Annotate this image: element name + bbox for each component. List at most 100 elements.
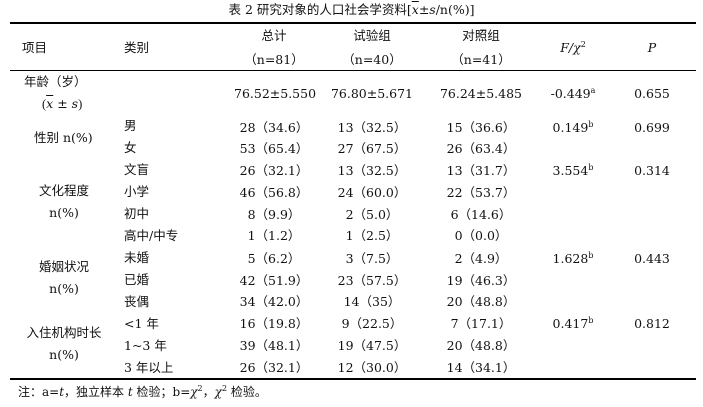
marriage-label-line1: 婚姻状况 <box>38 259 89 274</box>
junior-test: 2（5.0） <box>345 207 399 222</box>
caption-mean-symbol: x <box>411 2 419 17</box>
education-label-line2: n(%) <box>49 205 79 220</box>
married-category: 已婚 <box>124 272 150 287</box>
lt1-total: 16（19.8） <box>239 316 309 331</box>
sex-label: 性别 n(%) <box>34 130 93 145</box>
primary-category: 小学 <box>124 184 150 199</box>
unmarried-control: 2（4.9） <box>454 251 508 266</box>
marriage-p: 0.443 <box>634 251 670 266</box>
header-total: 总计 <box>261 28 287 43</box>
header-control-n: （n=41） <box>451 52 511 67</box>
illiterate-category: 文盲 <box>124 162 150 177</box>
married-test: 23（57.5） <box>337 273 407 288</box>
note-prefix: 注：a= <box>18 385 60 399</box>
widowed-total: 34（42.0） <box>239 294 309 309</box>
senior-test: 1（2.5） <box>345 228 399 243</box>
table-top-rule <box>10 22 696 24</box>
unmarried-total: 5（6.2） <box>247 251 301 266</box>
marriage-stat: 1.628b <box>540 251 606 267</box>
sex-stat-sup: b <box>588 119 594 129</box>
married-control: 19（46.3） <box>446 273 516 288</box>
note-t1: t <box>59 385 65 399</box>
education-label-line1: 文化程度 <box>38 183 89 198</box>
note-chi2: χ <box>214 385 222 399</box>
stay-duration-label: 入住机构时长 n(%) <box>16 322 112 366</box>
note-sup1: 2 <box>197 384 203 393</box>
unmarried-test: 3（7.5） <box>345 251 399 266</box>
caption-suffix: /n(%)] <box>435 2 475 17</box>
senior-total: 1（1.2） <box>247 228 301 243</box>
primary-test: 24（60.0） <box>337 185 407 200</box>
header-total-n: （n=81） <box>244 52 304 67</box>
senior-category: 高中/中专 <box>124 228 179 243</box>
y1to3-control: 20（48.8） <box>446 338 516 353</box>
header-stat-f: F/ <box>560 40 574 55</box>
male-control: 15（36.6） <box>446 120 516 135</box>
note-mid3: ， <box>202 385 215 399</box>
y1to3-total: 39（48.1） <box>239 338 309 353</box>
caption-sd-symbol: ±s <box>418 2 436 17</box>
illiterate-test: 13（32.5） <box>337 163 407 178</box>
junior-category: 初中 <box>124 206 150 221</box>
sex-stat-value: 0.149 <box>552 120 589 135</box>
header-control-group: 对照组 <box>462 28 500 43</box>
age-stat-value: -0.449 <box>550 86 591 101</box>
stay-stat-sup: b <box>588 315 594 325</box>
header-category: 类别 <box>124 40 150 55</box>
note-mid2: 检验；b= <box>132 385 191 399</box>
y1to3-test: 19（47.5） <box>337 338 407 353</box>
stay-label-line2: n(%) <box>49 347 79 362</box>
female-category: 女 <box>124 140 137 155</box>
stay-stat-value: 0.417 <box>552 316 589 331</box>
note-sup2: 2 <box>221 384 228 393</box>
table-header-rule <box>10 70 696 71</box>
gt3-category: 3 年以上 <box>124 360 174 375</box>
stay-stat: 0.417b <box>540 316 606 332</box>
header-stat-sup: 2 <box>580 39 586 49</box>
female-total: 53（65.4） <box>239 141 309 156</box>
female-test: 27（67.5） <box>337 141 407 156</box>
table-footnote: 注：a=t，独立样本 t 检验；b=χ2，χ2 检验。 <box>18 384 267 400</box>
primary-control: 22（53.7） <box>446 185 516 200</box>
married-total: 42（51.9） <box>239 273 309 288</box>
caption-prefix: 表 2 研究对象的人口社会学资料[ <box>228 2 412 17</box>
table-bottom-rule <box>10 378 696 380</box>
age-mean-symbol: x <box>46 96 54 111</box>
header-stat-chi: χ <box>573 40 581 55</box>
female-control: 26（63.4） <box>446 141 516 156</box>
stay-label-line1: 入住机构时长 <box>26 325 102 340</box>
education-p: 0.314 <box>634 163 670 178</box>
primary-total: 46（56.8） <box>239 185 309 200</box>
gt3-total: 26（32.1） <box>239 360 309 375</box>
lt1-control: 7（17.1） <box>450 316 512 331</box>
header-test-group: 试验组 <box>353 28 391 43</box>
marriage-stat-value: 1.628 <box>552 251 589 266</box>
education-stat: 3.554b <box>540 163 606 179</box>
note-t2: t <box>127 385 133 399</box>
header-item: 项目 <box>22 40 48 55</box>
marriage-label-line2: n(%) <box>49 281 79 296</box>
age-stat-sup: a <box>590 85 596 95</box>
widowed-control: 20（48.8） <box>446 294 516 309</box>
note-mid1: ，独立样本 <box>64 385 128 399</box>
lt1-test: 9（22.5） <box>341 316 403 331</box>
sex-stat: 0.149b <box>540 120 606 136</box>
widowed-test: 14（35） <box>343 294 401 309</box>
male-total: 28（34.6） <box>239 120 309 135</box>
age-test: 76.80±5.671 <box>330 86 414 101</box>
gt3-test: 12（30.0） <box>337 360 407 375</box>
age-control: 76.24±5.485 <box>439 86 523 101</box>
age-sd-symbol: ± s <box>53 96 79 111</box>
education-stat-sup: b <box>588 162 594 172</box>
sex-p: 0.699 <box>634 120 670 135</box>
education-stat-value: 3.554 <box>552 163 589 178</box>
junior-control: 6（14.6） <box>450 207 512 222</box>
header-p: P <box>647 40 657 55</box>
stay-p: 0.812 <box>634 316 670 331</box>
age-stat: -0.449a <box>540 86 606 102</box>
marriage-label: 婚姻状况 n(%) <box>26 256 102 300</box>
y1to3-category: 1~3 年 <box>124 338 167 353</box>
age-label: 年龄（岁） <box>24 74 87 89</box>
lt1-category: <1 年 <box>124 316 159 331</box>
unmarried-category: 未婚 <box>124 250 150 265</box>
